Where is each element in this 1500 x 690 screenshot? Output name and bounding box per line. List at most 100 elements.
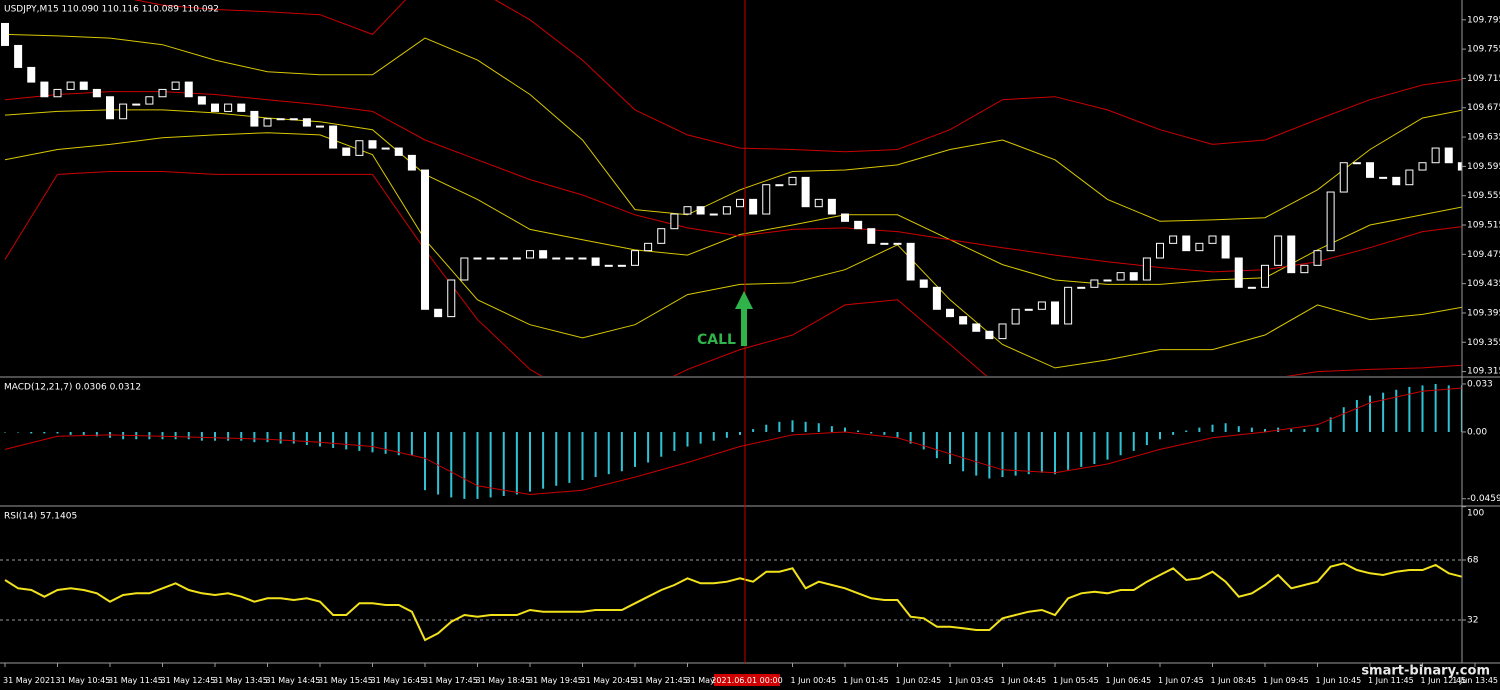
macd-bar [660, 431, 663, 457]
macd-bar [1054, 431, 1056, 475]
macd-bar [949, 431, 951, 464]
panel-title: RSI(14) 57.1405 [4, 512, 77, 522]
macd-bar [1434, 383, 1437, 432]
price-panel [1, 0, 1462, 376]
x-tick-label: 31 May 17:45 [423, 676, 478, 685]
candle-body [289, 118, 298, 121]
candle-body [1444, 147, 1453, 164]
watermark: smart-binary.com [1361, 664, 1490, 679]
macd-bar [437, 431, 440, 495]
x-tick-label: 31 May 13:45 [213, 676, 268, 685]
macd-bar [542, 431, 545, 489]
candle-body [946, 308, 954, 318]
candle-body [1156, 242, 1164, 259]
candle-body [171, 81, 180, 90]
macd-bar [1355, 399, 1358, 432]
macd-bar [1080, 431, 1083, 467]
candle-body [434, 308, 443, 318]
candle-body [683, 206, 692, 215]
macd-bar [1382, 392, 1385, 432]
macd-bar [200, 431, 203, 441]
macd-bar [988, 431, 991, 479]
candle-body [827, 198, 836, 215]
macd-bar [1198, 427, 1201, 432]
macd-bar [1447, 385, 1450, 432]
candle-body [736, 198, 744, 208]
candle-body [854, 220, 863, 230]
macd-bar [1264, 429, 1266, 432]
x-tick-label: 1 Jun 05:45 [1053, 676, 1099, 685]
candle-body [79, 81, 88, 90]
candle-body [355, 140, 364, 156]
macd-bar [1395, 389, 1398, 432]
y-tick-label: 109.595 [1467, 162, 1500, 172]
candle-body [1366, 162, 1374, 178]
annotation: CALL [697, 332, 736, 348]
macd-bar [1185, 430, 1188, 432]
candle-body [421, 169, 429, 310]
macd-bar [240, 431, 243, 441]
x-tick-label: 1 Jun 01:45 [843, 676, 889, 685]
macd-bar [673, 431, 676, 451]
macd-bar [515, 431, 518, 495]
macd-bar [292, 431, 295, 444]
x-tick-label: 1 Jun 04:45 [1001, 676, 1047, 685]
candle-body [1195, 242, 1204, 252]
candle-body [460, 257, 469, 281]
arrow-head [735, 291, 753, 309]
macd-bar [699, 431, 702, 444]
candle-body [1142, 257, 1151, 281]
candle-body [1103, 279, 1112, 282]
candle-body [526, 250, 534, 259]
macd-bar [4, 431, 6, 433]
macd-bar [266, 431, 269, 443]
x-tick-label: 1 Jun 06:45 [1106, 676, 1152, 685]
candle-body [578, 257, 587, 260]
macd-bar [791, 420, 794, 432]
macd-bar [725, 431, 728, 438]
macd-bar [1040, 431, 1043, 473]
macd-bar [752, 429, 755, 432]
band-line [4, 91, 1462, 273]
macd-bar [1303, 429, 1306, 432]
macd-bar [975, 431, 978, 476]
candle-body [119, 103, 128, 120]
macd-bar [922, 431, 925, 450]
candle-body [1418, 162, 1427, 171]
candle-body [722, 206, 731, 215]
band-line [4, 33, 1462, 222]
macd-bar [962, 431, 965, 472]
macd-bar [857, 430, 860, 432]
candle-body [552, 257, 561, 260]
y-tick-label: 109.755 [1467, 45, 1500, 55]
macd-bar [1290, 429, 1293, 432]
candle-body [919, 279, 928, 288]
macd-bar [450, 431, 453, 498]
candle-body [1339, 162, 1348, 193]
candle-body [53, 88, 62, 98]
candle-body [880, 242, 889, 245]
macd-bar [647, 431, 650, 463]
macd-bar [1408, 386, 1411, 432]
candle-body [1064, 286, 1073, 325]
candle-body [40, 81, 49, 98]
x-tick-label: 31 May 19:45 [528, 676, 583, 685]
x-tick-label: 31 May 14:45 [266, 676, 321, 685]
y-tick-label: 0.00 [1467, 427, 1487, 437]
candle-body [447, 279, 456, 318]
candle-body [1037, 301, 1046, 310]
macd-bar [594, 431, 597, 478]
candle-body [709, 213, 718, 216]
y-tick-label: 109.435 [1467, 279, 1500, 289]
candle-body [224, 103, 233, 112]
macd-bar [883, 431, 886, 435]
candle-body [329, 125, 338, 149]
macd-bar [43, 431, 46, 434]
candle-body [145, 96, 154, 105]
macd-panel [4, 383, 1462, 499]
candle-body [631, 250, 639, 266]
macd-bar [214, 431, 216, 441]
x-tick-label: 31 May 16:45 [371, 676, 426, 685]
macd-bar [739, 431, 741, 435]
